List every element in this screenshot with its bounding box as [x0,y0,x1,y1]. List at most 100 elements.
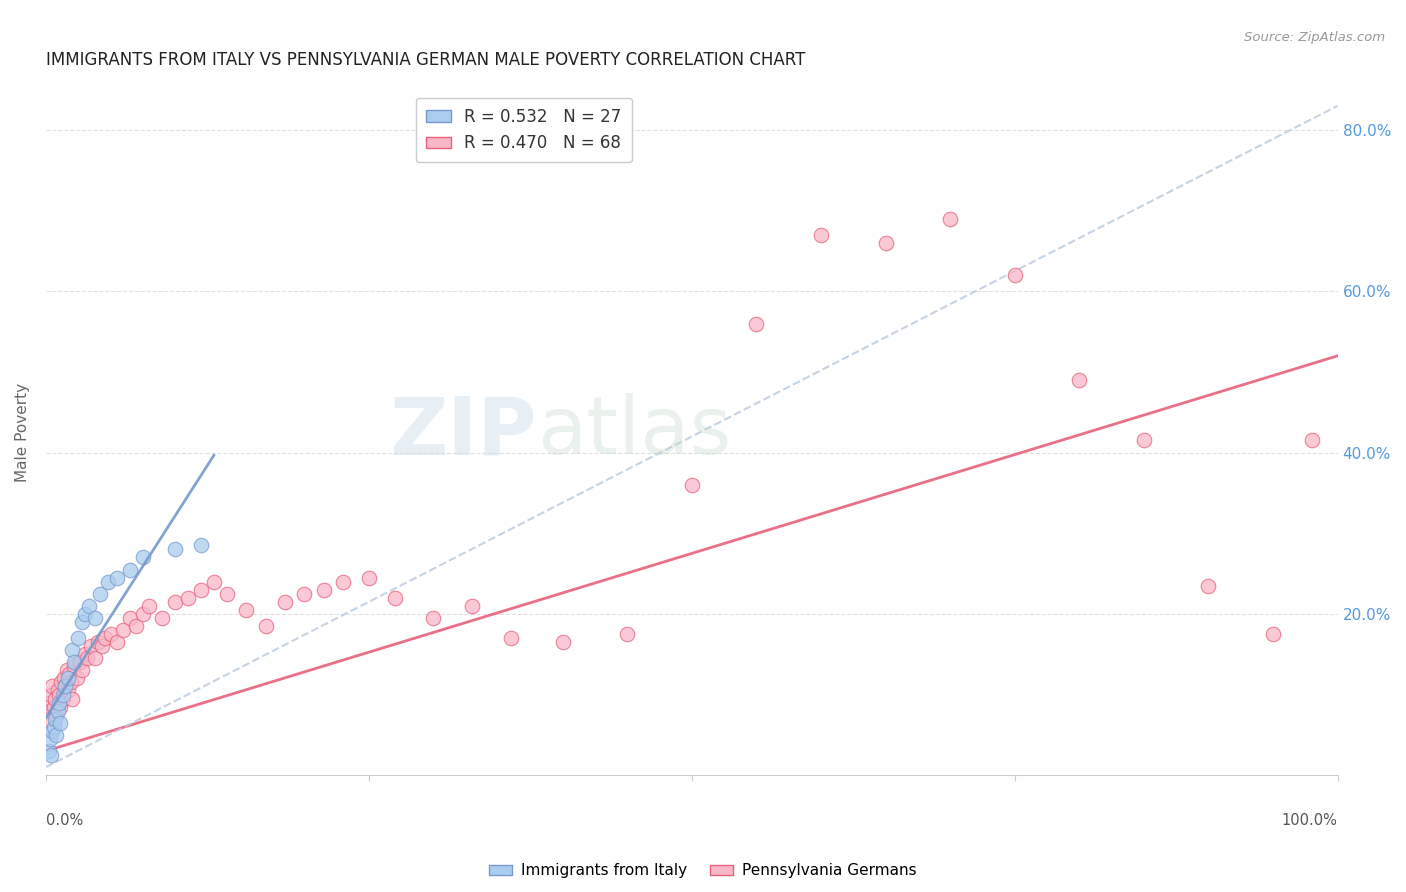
Point [48,696,70,710]
Point [39,688,62,702]
Point [138,599,160,613]
Point [84,611,107,625]
Point [53,680,76,694]
Point [41,723,63,738]
Point [86,635,108,649]
Point [56,672,79,686]
Point [118,562,141,576]
Point [384,591,406,605]
Point [939,211,962,226]
Point [44,712,66,726]
Legend: Immigrants from Italy, Pennsylvania Germans: Immigrants from Italy, Pennsylvania Germ… [484,857,922,884]
Text: atlas: atlas [537,393,731,471]
Point [37,712,59,726]
Point [681,478,703,492]
Point [66,672,89,686]
Point [112,623,135,637]
Point [332,574,354,589]
Point [52,691,75,706]
Point [125,619,148,633]
Point [1198,579,1220,593]
Point [80,639,103,653]
Point [77,599,100,613]
Point [56,683,79,698]
Point [53,672,76,686]
Point [76,651,98,665]
Point [42,699,65,714]
Point [58,667,80,681]
Point [90,639,112,653]
Point [177,591,200,605]
Point [94,631,117,645]
Point [274,595,297,609]
Point [616,627,638,641]
Point [118,611,141,625]
Point [38,744,60,758]
Text: 0.0%: 0.0% [46,813,83,828]
Point [499,631,522,645]
Point [46,683,69,698]
Point [132,550,155,565]
Point [42,720,65,734]
Point [551,635,574,649]
Point [190,582,212,597]
Point [190,538,212,552]
Point [97,574,120,589]
Point [44,691,66,706]
Point [89,587,111,601]
Point [357,571,380,585]
Point [810,227,832,242]
Point [48,688,70,702]
Point [235,603,257,617]
Point [69,655,91,669]
Point [165,595,187,609]
Point [1069,373,1091,387]
Text: Source: ZipAtlas.com: Source: ZipAtlas.com [1244,31,1385,45]
Point [70,663,93,677]
Point [46,704,69,718]
Point [59,675,82,690]
Text: ZIP: ZIP [389,393,537,471]
Point [41,680,63,694]
Text: 100.0%: 100.0% [1282,813,1337,828]
Point [150,611,173,625]
Point [422,611,444,625]
Point [1004,268,1026,282]
Point [45,707,67,722]
Point [292,587,315,601]
Point [875,235,897,250]
Point [132,607,155,621]
Point [51,675,73,690]
Point [55,663,77,677]
Point [73,607,96,621]
Point [63,655,86,669]
Text: IMMIGRANTS FROM ITALY VS PENNSYLVANIA GERMAN MALE POVERTY CORRELATION CHART: IMMIGRANTS FROM ITALY VS PENNSYLVANIA GE… [46,51,806,69]
Point [1261,627,1284,641]
Point [165,542,187,557]
Point [49,699,72,714]
Point [53,680,76,694]
Point [73,647,96,661]
Point [1301,434,1323,448]
Point [49,715,72,730]
Point [38,704,60,718]
Point [84,651,107,665]
Point [312,582,335,597]
Point [105,571,128,585]
Point [39,747,62,762]
Point [202,574,225,589]
Point [461,599,484,613]
Legend: R = 0.532   N = 27, R = 0.470   N = 68: R = 0.532 N = 27, R = 0.470 N = 68 [416,98,631,162]
Point [745,317,768,331]
Point [1133,434,1156,448]
Y-axis label: Male Poverty: Male Poverty [15,383,30,482]
Point [70,615,93,629]
Point [67,631,90,645]
Point [52,688,75,702]
Point [63,659,86,673]
Point [100,627,122,641]
Point [215,587,238,601]
Point [38,731,60,746]
Point [60,643,83,657]
Point [254,619,277,633]
